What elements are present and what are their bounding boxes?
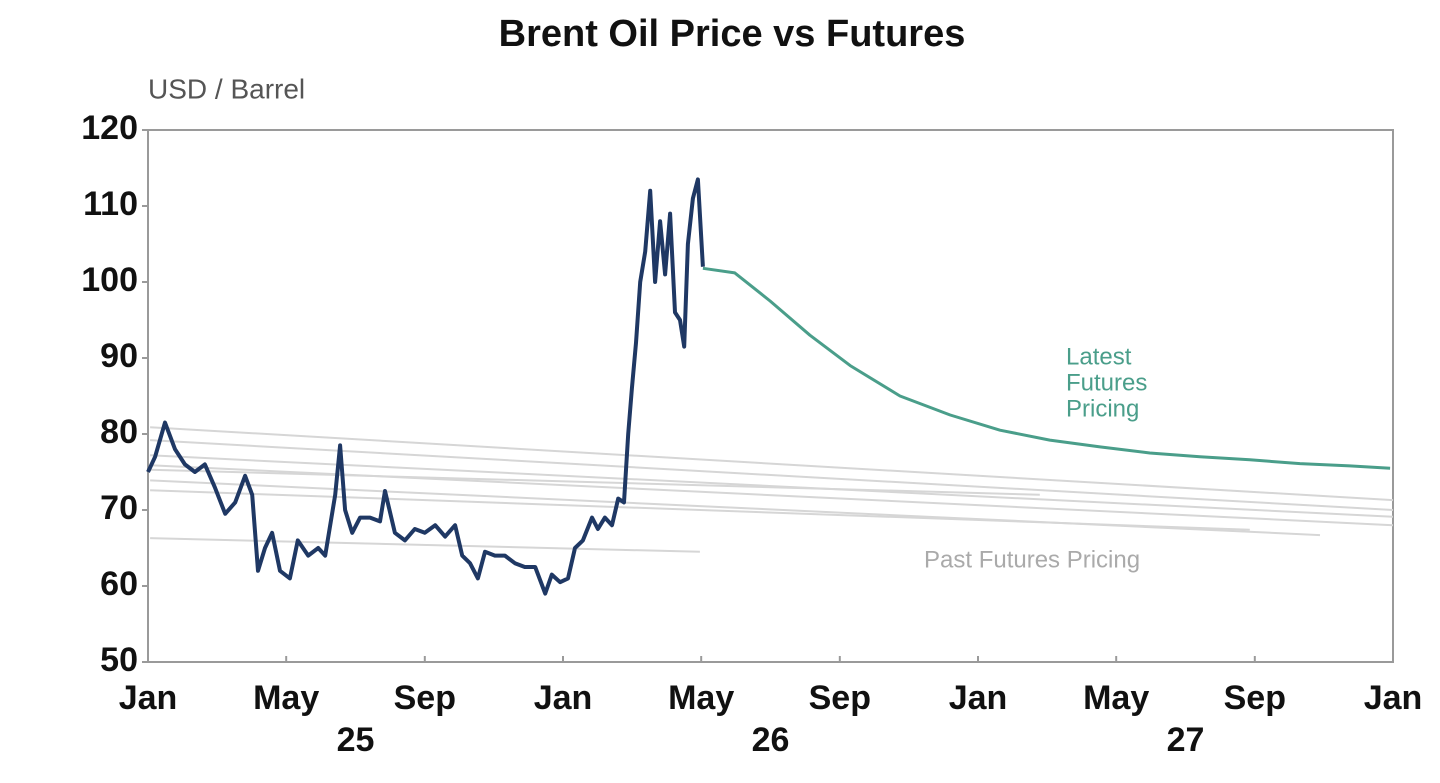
annotation-past-futures: Past Futures Pricing xyxy=(924,546,1140,573)
series-line xyxy=(150,426,1394,502)
series-line xyxy=(702,266,1391,470)
x-tick-label: Sep xyxy=(1224,679,1286,717)
x-tick-label: May xyxy=(253,679,319,717)
y-tick-label: 70 xyxy=(100,489,138,527)
y-tick-label: 100 xyxy=(81,261,138,299)
series-line xyxy=(150,537,700,553)
x-tick-label: Jan xyxy=(119,679,178,717)
x-tick-label: Sep xyxy=(809,679,871,717)
year-label: 26 xyxy=(752,721,790,759)
year-label: 27 xyxy=(1167,721,1205,759)
series-line xyxy=(150,454,1394,518)
x-tick-label: May xyxy=(1083,679,1149,717)
annotation-latest-futures: Pricing xyxy=(1066,395,1139,422)
y-axis-label: USD / Barrel xyxy=(148,73,305,104)
y-tick-label: 120 xyxy=(81,109,138,147)
y-tick-label: 60 xyxy=(100,565,138,603)
plot-frame xyxy=(147,129,1394,663)
x-tick-label: May xyxy=(668,679,734,717)
annotation-latest-futures: Futures xyxy=(1066,369,1147,396)
series-line xyxy=(150,468,1040,496)
chart-title: Brent Oil Price vs Futures xyxy=(499,13,966,55)
x-tick-label: Jan xyxy=(534,679,593,717)
series-line xyxy=(146,177,705,596)
y-tick-label: 90 xyxy=(100,337,138,375)
y-tick-label: 110 xyxy=(83,185,138,223)
x-tick-label: Sep xyxy=(394,679,456,717)
y-tick-label: 80 xyxy=(100,413,138,451)
series-line xyxy=(150,439,1394,511)
year-label: 25 xyxy=(337,721,375,759)
x-tick-label: Jan xyxy=(1364,679,1423,717)
x-tick-label: Jan xyxy=(949,679,1008,717)
y-tick-label: 50 xyxy=(100,641,138,679)
annotation-latest-futures: Latest xyxy=(1066,343,1132,370)
